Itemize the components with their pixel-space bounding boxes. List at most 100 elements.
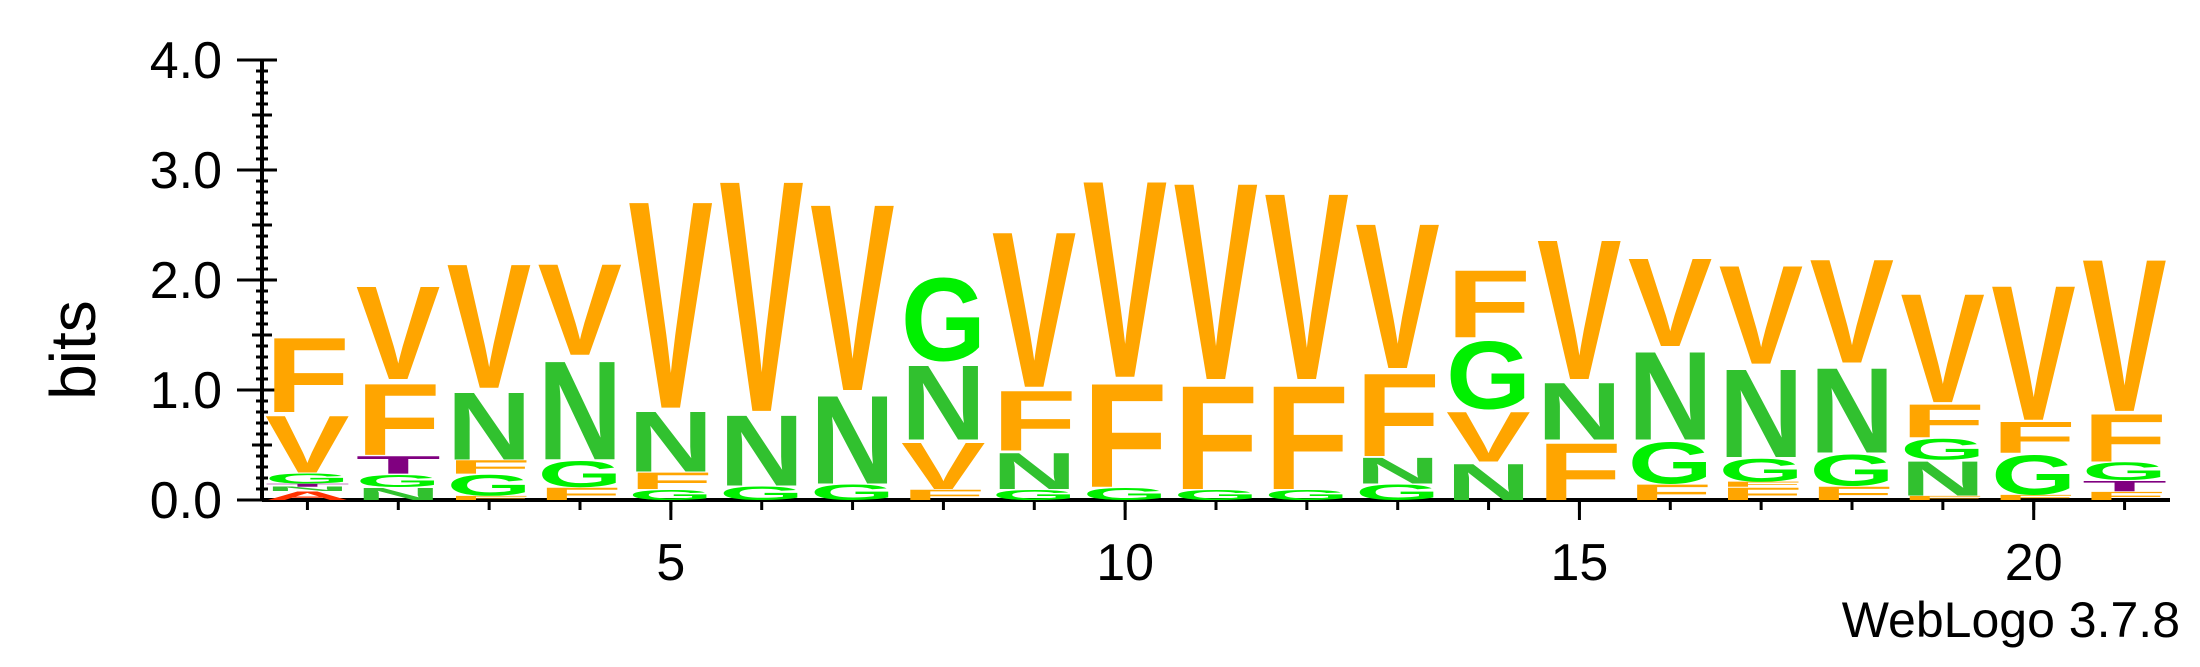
logo-letter-g: G xyxy=(901,254,986,386)
x-tick-label: 5 xyxy=(656,534,685,592)
logo-letter-g: G xyxy=(538,454,623,496)
logo-letter-n: N xyxy=(901,342,986,462)
logo-letter-n: N xyxy=(1810,344,1895,479)
logo-letter-f: F xyxy=(2082,489,2167,502)
logo-letter-v: V xyxy=(1628,231,1712,373)
logo-letter-g: G xyxy=(1446,321,1531,429)
logo-letter-v: V xyxy=(992,186,1076,434)
logo-column: GFV xyxy=(1174,125,1259,521)
logo-letter-n: N xyxy=(1355,450,1440,491)
logo-letter-t: T xyxy=(265,483,350,488)
weblogo-credit: WebLogo 3.7.8 xyxy=(1841,592,2180,648)
y-tick-label: 4.0 xyxy=(150,32,222,90)
logo-letter-f: F xyxy=(1719,484,1804,504)
logo-letter-v: V xyxy=(810,150,894,448)
logo-letter-v: V xyxy=(356,258,440,408)
logo-column: GFV xyxy=(1264,139,1349,521)
logo-letter-f: F xyxy=(1628,480,1713,505)
logo-letter-f: F xyxy=(356,362,441,477)
logo-letter-n: N xyxy=(719,395,804,508)
x-tick-label: 20 xyxy=(2005,534,2063,592)
logo-letter-g: G xyxy=(1628,429,1713,496)
logo-column: GFV xyxy=(1083,123,1168,519)
logo-letter-f: F xyxy=(1900,394,1985,447)
y-tick-label: 0.0 xyxy=(150,472,222,530)
logo-letter-f: F xyxy=(2082,400,2167,476)
logo-letter-v: V xyxy=(1083,123,1167,438)
y-tick-label: 1.0 xyxy=(150,362,222,420)
logo-letter-f: F xyxy=(538,484,623,504)
logo-letter-v: V xyxy=(538,237,622,383)
logo-letter-g: G xyxy=(1083,484,1168,504)
logo-letter-v: V xyxy=(1264,139,1348,437)
logo-letter-f: F xyxy=(1900,495,1985,502)
logo-letter-v: V xyxy=(719,112,803,482)
logo-letter-f: F xyxy=(992,373,1077,469)
logo-letter-g: G xyxy=(719,482,804,504)
logo-letter-f: F xyxy=(1991,412,2076,462)
logo-letter-g: G xyxy=(1355,480,1440,505)
logo-column: GNV xyxy=(719,112,804,507)
logo-letter-n: N xyxy=(992,443,1077,501)
logo-letter-v: V xyxy=(1174,125,1258,440)
logo-letter-g: G xyxy=(628,487,713,503)
logo-letter-n: N xyxy=(1446,454,1531,512)
logo-letter-n: N xyxy=(265,486,350,493)
logo-letter-t: T xyxy=(2082,478,2167,495)
logo-letter-g: G xyxy=(1900,433,1985,466)
logo-letter-t: T xyxy=(356,451,441,479)
logo-letter-v: V xyxy=(1900,262,1984,437)
logo-letter-g: G xyxy=(1719,452,1804,489)
logo-letter-v: V xyxy=(265,399,349,490)
logo-column: GNV xyxy=(810,150,895,511)
logo-letter-f: F xyxy=(265,316,350,435)
chart-axes: 0.0 1.0 2.0 3.0 4.0 5 10 15 20 xyxy=(150,32,2170,592)
logo-letter-a: A xyxy=(265,489,350,502)
logo-letter-n: N xyxy=(1719,343,1804,484)
logo-letter-g: G xyxy=(265,470,350,486)
logo-letter-stacks: ANTGVFNGTFVFGFNVFGNVGFNVGNVGNVFVNGGNFVGF… xyxy=(265,112,2167,521)
y-tick-label: 2.0 xyxy=(150,252,222,310)
logo-letter-f: F xyxy=(1083,354,1168,519)
logo-letter-f: F xyxy=(1719,480,1804,488)
logo-column: FNV xyxy=(1537,197,1622,518)
logo-letter-v: V xyxy=(1537,197,1621,422)
logo-letter-v: V xyxy=(1719,237,1803,394)
logo-letter-g: G xyxy=(810,480,895,505)
y-axis-label: bits xyxy=(37,300,109,400)
logo-letter-g: G xyxy=(2082,457,2167,485)
logo-letter-n: N xyxy=(538,331,623,490)
logo-letter-f: F xyxy=(901,487,986,504)
logo-letter-v: V xyxy=(901,429,985,504)
logo-letter-g: G xyxy=(1264,487,1349,503)
y-tick-label: 3.0 xyxy=(150,142,222,200)
logo-letter-v: V xyxy=(1355,180,1439,413)
logo-letter-v: V xyxy=(1991,245,2075,461)
logo-letter-f: F xyxy=(628,468,713,494)
logo-letter-g: G xyxy=(1174,487,1259,503)
logo-letter-n: N xyxy=(447,372,532,480)
logo-letter-f: F xyxy=(1355,349,1440,481)
logo-letter-f: F xyxy=(1991,493,2076,501)
logo-letter-n: N xyxy=(1537,366,1622,457)
x-tick-label: 10 xyxy=(1096,534,1154,592)
x-tick-label: 15 xyxy=(1551,534,1609,592)
logo-letter-n: N xyxy=(1900,451,1985,506)
logo-letter-g: G xyxy=(447,469,532,502)
logo-letter-v: V xyxy=(2082,213,2166,458)
logo-letter-g: G xyxy=(356,471,441,491)
logo-letter-g: G xyxy=(1991,444,2076,507)
logo-letter-f: F xyxy=(447,456,532,478)
logo-letter-v: V xyxy=(1810,229,1894,395)
logo-letter-v: V xyxy=(447,226,531,425)
